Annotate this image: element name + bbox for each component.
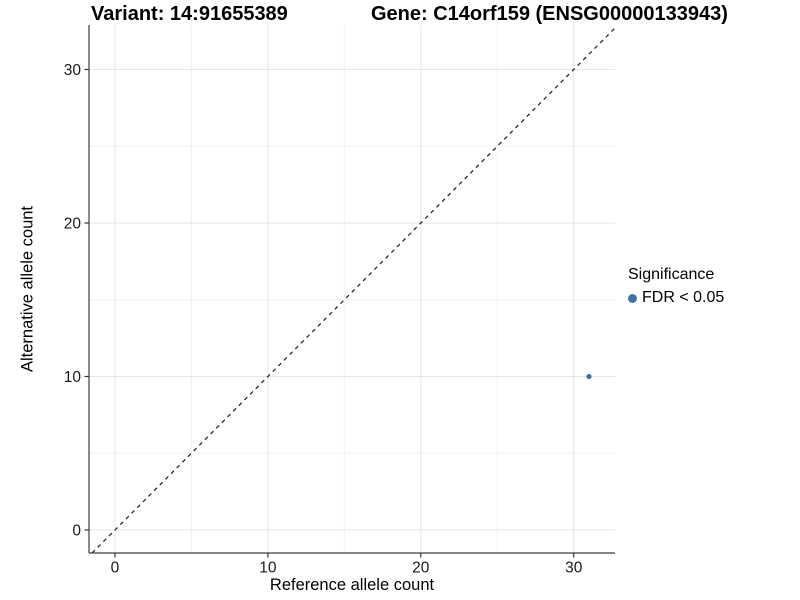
- legend: Significance FDR < 0.05: [628, 266, 724, 307]
- y-axis-title: Alternative allele count: [18, 205, 37, 373]
- y-tick-label: 10: [64, 369, 82, 386]
- identity-line: [91, 27, 616, 554]
- legend-point-icon: [628, 293, 637, 303]
- x-tick-label: 0: [111, 560, 120, 577]
- legend-item-label: FDR < 0.05: [642, 289, 725, 306]
- y-tick-label: 30: [64, 62, 82, 79]
- x-tick-label: 20: [412, 560, 430, 577]
- data-point: [586, 373, 592, 380]
- plot-title-variant: Variant: 14:91655389: [91, 3, 288, 25]
- x-tick-label: 30: [565, 560, 583, 577]
- legend-item: FDR < 0.05: [628, 289, 724, 307]
- legend-title: Significance: [628, 266, 715, 283]
- plot-title-gene: Gene: C14orf159 (ENSG00000133943): [371, 3, 728, 25]
- x-tick-label: 10: [259, 560, 277, 577]
- y-tick-label: 20: [64, 216, 82, 233]
- x-axis-title: Reference allele count: [269, 576, 435, 594]
- y-tick-label: 0: [72, 522, 81, 539]
